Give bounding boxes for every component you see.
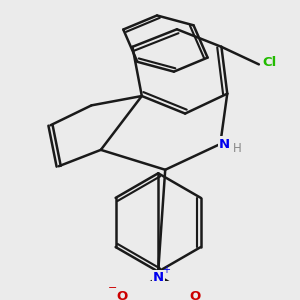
Text: O: O (117, 290, 128, 300)
Text: −: − (108, 283, 117, 293)
Text: Cl: Cl (262, 56, 277, 70)
Text: H: H (233, 142, 242, 155)
Text: +: + (162, 266, 170, 275)
Text: N: N (153, 271, 164, 284)
Text: O: O (189, 290, 200, 300)
Text: N: N (219, 137, 230, 151)
